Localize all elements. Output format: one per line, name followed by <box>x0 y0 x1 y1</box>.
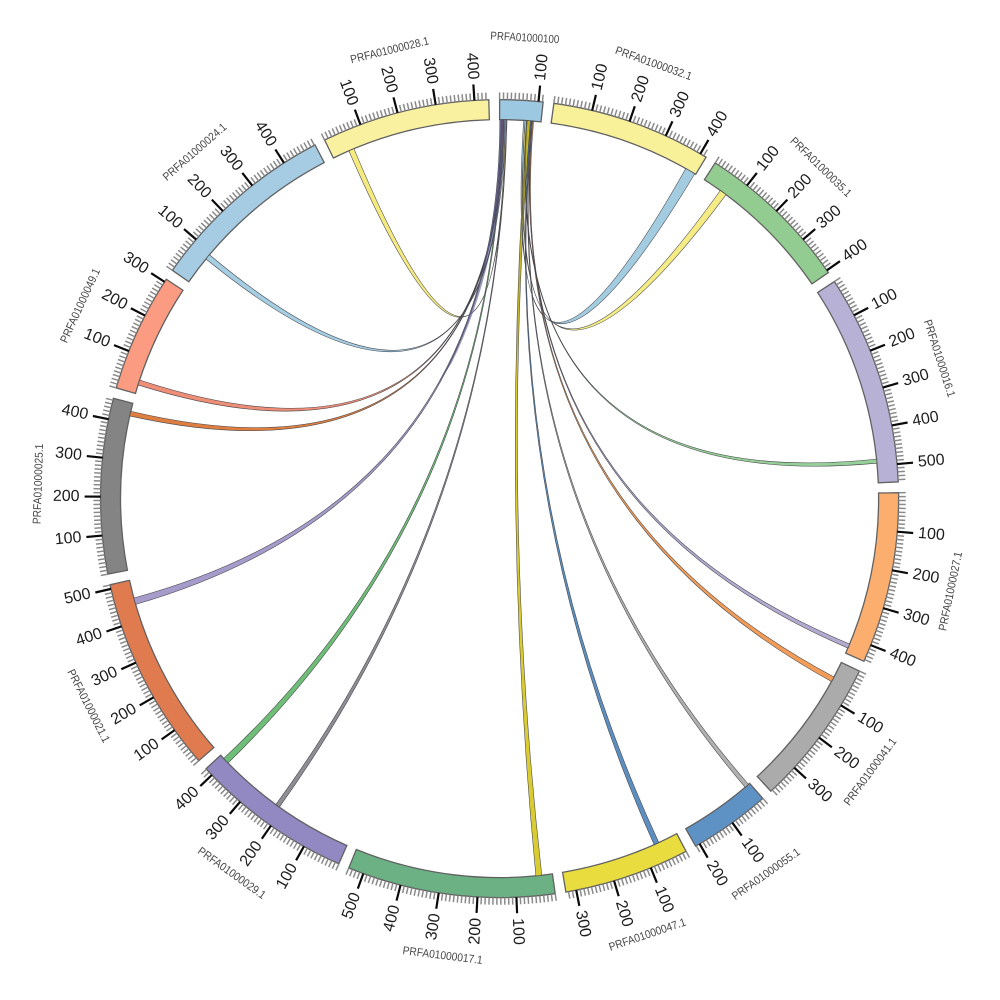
svg-text:PRFA01000100: PRFA01000100 <box>490 30 560 46</box>
svg-text:300: 300 <box>420 56 441 85</box>
svg-text:300: 300 <box>572 909 594 939</box>
svg-text:400: 400 <box>380 903 403 933</box>
svg-text:200: 200 <box>911 566 940 588</box>
svg-text:400: 400 <box>911 408 940 430</box>
svg-text:400: 400 <box>463 52 482 80</box>
svg-text:100: 100 <box>532 53 552 81</box>
svg-text:300: 300 <box>901 606 931 630</box>
svg-text:300: 300 <box>423 912 444 941</box>
svg-text:200: 200 <box>612 899 636 930</box>
svg-text:500: 500 <box>917 451 945 470</box>
svg-text:200: 200 <box>53 488 80 505</box>
svg-text:300: 300 <box>901 366 931 390</box>
svg-text:100: 100 <box>589 62 612 92</box>
svg-text:100: 100 <box>509 918 527 945</box>
svg-text:300: 300 <box>54 444 82 464</box>
svg-text:100: 100 <box>54 529 82 548</box>
svg-text:200: 200 <box>466 917 484 945</box>
svg-text:100: 100 <box>917 525 945 544</box>
svg-text:500: 500 <box>63 585 93 608</box>
svg-text:400: 400 <box>60 401 90 423</box>
svg-text:PRFA01000025.1: PRFA01000025.1 <box>32 444 47 525</box>
svg-text:200: 200 <box>377 65 400 95</box>
